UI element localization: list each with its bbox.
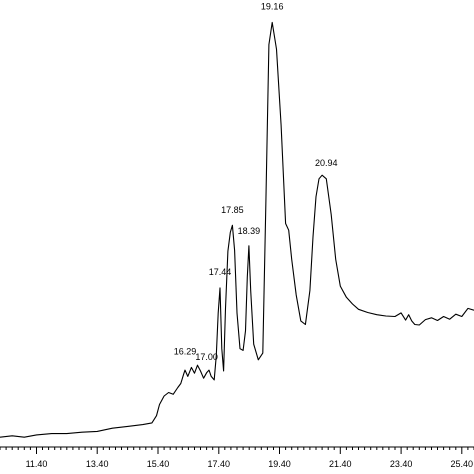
x-tick-label: 17.40 xyxy=(208,459,231,469)
peak-label: 16.29 xyxy=(174,347,197,357)
peak-label: 20.94 xyxy=(315,158,338,168)
chromatogram-trace xyxy=(0,21,474,438)
x-tick-label: 15.40 xyxy=(147,459,170,469)
x-tick-label: 19.40 xyxy=(268,459,291,469)
x-tick-labels: 11.40 13.40 15.40 17.40 19.40 21.40 23.40 25.40 xyxy=(26,459,473,469)
x-tick-label: 13.40 xyxy=(86,459,109,469)
peak-label: 17.00 xyxy=(195,352,218,362)
peak-label: 17.85 xyxy=(221,205,244,215)
peak-label: 18.39 xyxy=(238,226,261,236)
peak-label: 17.44 xyxy=(209,267,232,277)
x-tick-label: 23.40 xyxy=(390,459,413,469)
x-tick-label: 25.40 xyxy=(451,459,474,469)
x-tick-label: 11.40 xyxy=(26,459,48,469)
x-tick-label: 21.40 xyxy=(329,459,352,469)
x-tick-marks xyxy=(0,447,474,454)
peak-label: 19.16 xyxy=(261,1,284,11)
